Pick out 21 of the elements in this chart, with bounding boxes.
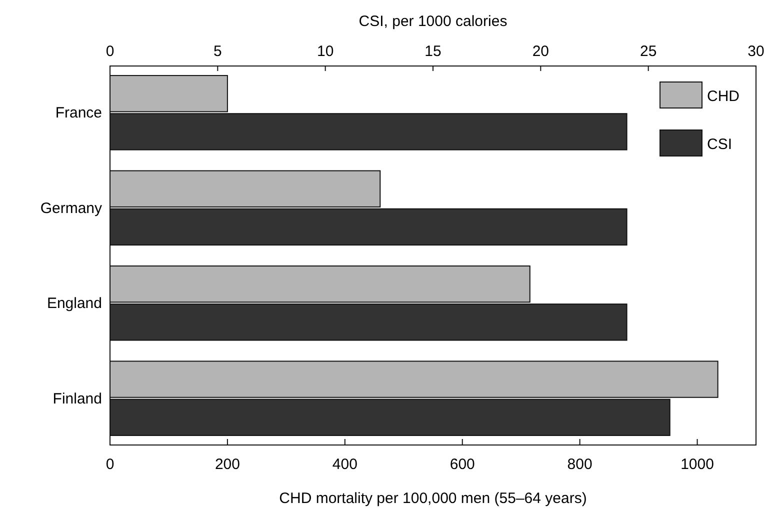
x2-tick-label: 5 [213,43,222,60]
y-tick-label: France [55,104,102,122]
x2-tick-label: 0 [106,43,114,60]
x-tick-label: 200 [214,456,240,473]
x-tick-label: 0 [106,456,114,473]
x2-tick-label: 10 [316,43,334,60]
legend-label: CHD [707,88,740,105]
legend-label: CSI [707,136,732,153]
x2-tick-label: 30 [748,43,764,60]
x-axis-title: CHD mortality per 100,000 men (55–64 years) [279,490,587,507]
x-tick-label: 1000 [680,456,714,473]
x2-tick-label: 20 [532,43,550,60]
y-tick-label: Finland [52,390,102,408]
x2-tick-label: 25 [640,43,657,60]
y-tick-label: England [46,295,102,312]
x-tick-label: 400 [332,456,358,473]
x-tick-label: 800 [567,456,592,473]
x-tick-label: 600 [450,456,475,473]
x2-axis-title: CSI, per 1000 calories [358,13,508,30]
y-tick-label: Germany [40,200,102,217]
x2-tick-label: 15 [424,43,442,60]
